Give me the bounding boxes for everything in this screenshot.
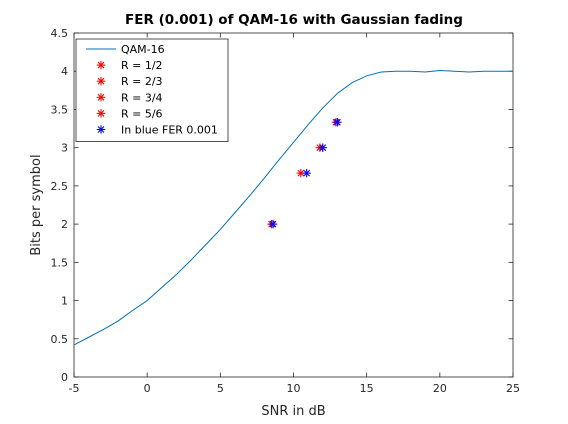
- x-tick-label: 15: [360, 382, 374, 395]
- x-tick-label: 0: [144, 382, 151, 395]
- x-tick-label: 10: [287, 382, 301, 395]
- y-tick-label: 0: [61, 371, 68, 384]
- y-tick-label: 3: [61, 142, 68, 155]
- y-tick-label: 1.5: [51, 256, 69, 269]
- y-tick-label: 3.5: [51, 103, 69, 116]
- y-tick-label: 1: [61, 295, 68, 308]
- y-tick-label: 2.5: [51, 180, 69, 193]
- legend-swatch-4: [96, 109, 106, 118]
- series-markers: [267, 118, 342, 229]
- legend-entry-3: R = 3/4: [121, 91, 163, 104]
- legend-entry-0: QAM-16: [121, 43, 165, 56]
- legend-box: [75, 38, 229, 142]
- series-lines: [73, 69, 513, 346]
- legend-swatch-1: [96, 60, 106, 70]
- legend-entry-5: In blue FER 0.001: [121, 124, 218, 137]
- legend-entry-1: R = 1/2: [121, 59, 163, 72]
- x-axis-label: SNR in dB: [261, 404, 325, 419]
- legend-entry-4: R = 5/6: [121, 107, 163, 120]
- legend-entry-2: R = 2/3: [121, 75, 163, 88]
- y-tick-label: 4: [61, 65, 68, 78]
- data-point-series-5-3: [333, 118, 342, 127]
- data-point-series-5-2: [318, 143, 327, 152]
- x-tick-label: 5: [217, 382, 224, 395]
- legend-swatch-3: [96, 93, 106, 102]
- data-point-series-5-1: [302, 168, 311, 178]
- series-line-0: [73, 69, 513, 346]
- x-tick-label: -5: [69, 382, 80, 395]
- chart-title: FER (0.001) of QAM-16 with Gaussian fadi…: [125, 12, 463, 28]
- legend: QAM-16 R = 1/2 R = 2/3 R = 3/4 R = 5/6 In blu…: [75, 38, 229, 142]
- legend-swatch-2: [96, 77, 106, 86]
- y-axis-label: Bits per symbol: [29, 154, 44, 255]
- x-tick-label: 20: [433, 382, 447, 395]
- data-point-series-5-0: [268, 219, 278, 229]
- y-tick-label: 4.5: [51, 27, 69, 40]
- y-tick-label: 0.5: [51, 333, 69, 346]
- x-tick-label: 25: [506, 382, 520, 395]
- y-tick-label: 2: [61, 218, 68, 231]
- legend-swatch-5: [96, 125, 106, 134]
